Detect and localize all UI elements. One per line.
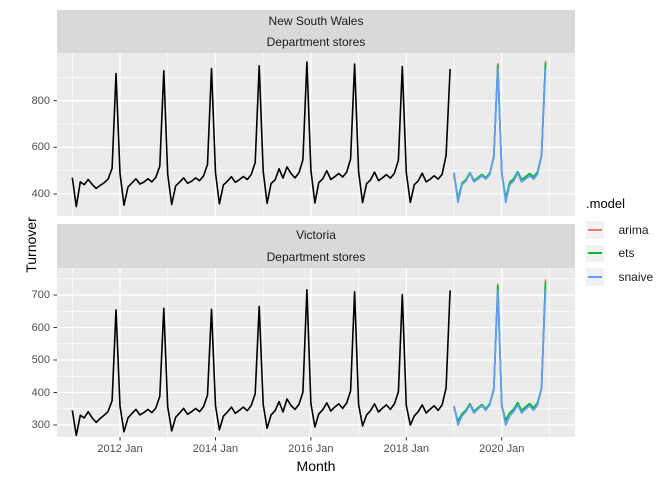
legend-key-snaive: [586, 268, 604, 286]
legend-key-line-icon: [588, 275, 602, 278]
legend-key-line-icon: [588, 252, 602, 255]
x-tick-label: 2016 Jan: [288, 443, 334, 455]
x-tick-label: 2018 Jan: [383, 443, 429, 455]
x-axis-title: Month: [296, 458, 336, 474]
y-tick-label: 500: [31, 354, 50, 366]
forecast-line-snaive: [453, 68, 547, 204]
legend-entry-arima: arima: [586, 221, 653, 239]
legend-label: snaive: [618, 269, 654, 284]
y-tick-label: 600: [31, 321, 50, 334]
y-tick-label: 400: [31, 386, 50, 399]
facet-title-industry: Department stores: [266, 35, 366, 50]
historical-line: [71, 288, 451, 437]
legend-key-line-icon: [588, 228, 602, 231]
facet-title-state: New South Wales: [268, 13, 364, 28]
y-tick-label: 400: [31, 188, 50, 200]
legend-label: arima: [618, 222, 649, 237]
forecast-line-snaive: [453, 289, 547, 426]
panel-background-0: [57, 53, 575, 216]
facet-title-industry: Department stores: [266, 250, 366, 264]
y-tick-label: 800: [31, 94, 50, 107]
facet-strip-new-south-wales: New South Wales Department stores: [57, 10, 575, 53]
legend-entry-ets: ets: [586, 244, 653, 262]
legend-key-arima: [586, 221, 604, 239]
x-tick-label: 2012 Jan: [97, 443, 143, 455]
x-tick-label: 2020 Jan: [479, 443, 525, 455]
y-axis-title: Turnover: [23, 217, 39, 273]
legend: .model arima ets snaive: [586, 196, 653, 292]
legend-title: .model: [586, 196, 626, 211]
legend-entries: arima ets snaive: [586, 221, 653, 286]
legend-entry-snaive: snaive: [586, 268, 653, 286]
facet-strip-victoria: Victoria Department stores: [57, 224, 575, 268]
historical-line: [71, 61, 451, 208]
legend-key-ets: [586, 244, 604, 262]
y-tick-label: 300: [31, 419, 50, 431]
facet-title-state: Victoria: [296, 228, 336, 242]
y-tick-label: 600: [31, 141, 50, 154]
x-tick-label: 2014 Jan: [192, 443, 239, 455]
y-tick-label: 700: [31, 289, 50, 301]
legend-label: ets: [618, 246, 635, 261]
